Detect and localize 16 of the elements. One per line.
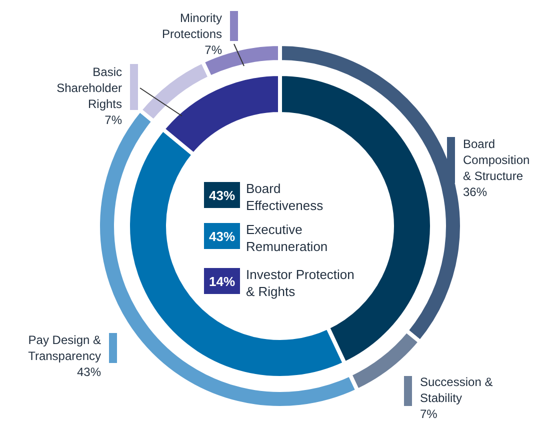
data-label: 14% xyxy=(208,274,236,289)
slice-label: Board Composition & Structure xyxy=(463,137,530,183)
data-label: 7% xyxy=(420,407,438,421)
slice-label: Pay Design & Transparency xyxy=(28,333,101,363)
data-label: 43% xyxy=(208,188,236,203)
data-label: 7% xyxy=(204,43,222,57)
data-label: 43% xyxy=(208,229,236,244)
slice-label: Succession & Stability xyxy=(420,375,493,405)
slice-label: Basic Shareholder Rights xyxy=(56,65,122,111)
data-label: 7% xyxy=(104,113,122,127)
legend-label: Investor Protection & Rights xyxy=(246,267,354,299)
slice-label: Minority Protections xyxy=(162,11,222,41)
legend-label: Board Effectiveness xyxy=(246,181,324,213)
data-label: 36% xyxy=(463,185,488,199)
legend-label: Executive Remuneration xyxy=(246,222,328,254)
data-label: 43% xyxy=(76,365,102,379)
